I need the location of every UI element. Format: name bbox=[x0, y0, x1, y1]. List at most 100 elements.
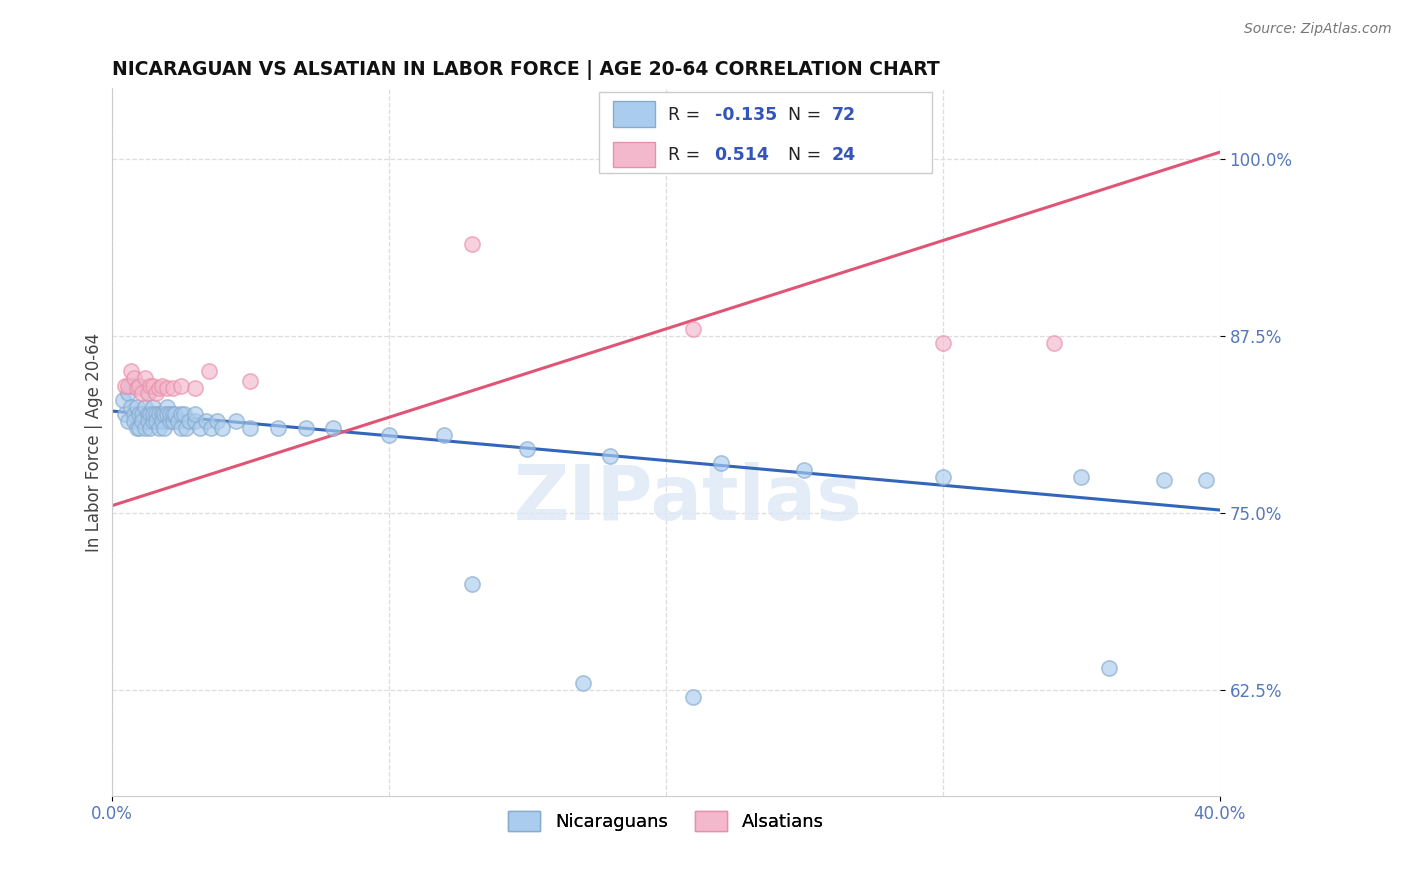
Point bbox=[128, 378, 150, 392]
Point bbox=[148, 381, 170, 395]
Point bbox=[120, 364, 142, 378]
Point bbox=[134, 400, 156, 414]
Point bbox=[156, 407, 179, 421]
Point bbox=[599, 450, 621, 464]
Point bbox=[433, 428, 456, 442]
Point bbox=[461, 237, 484, 252]
Point bbox=[125, 381, 148, 395]
Point bbox=[128, 421, 150, 435]
Point bbox=[932, 470, 955, 484]
Point bbox=[142, 400, 165, 414]
Point bbox=[150, 414, 173, 428]
Point bbox=[377, 428, 399, 442]
Point bbox=[125, 421, 148, 435]
Point bbox=[136, 414, 159, 428]
Point bbox=[239, 421, 262, 435]
Point bbox=[150, 407, 173, 421]
Point bbox=[139, 421, 162, 435]
Point bbox=[122, 371, 145, 385]
Point bbox=[148, 407, 170, 421]
Text: NICARAGUAN VS ALSATIAN IN LABOR FORCE | AGE 20-64 CORRELATION CHART: NICARAGUAN VS ALSATIAN IN LABOR FORCE | … bbox=[111, 60, 939, 79]
Point bbox=[114, 407, 136, 421]
FancyBboxPatch shape bbox=[613, 101, 655, 127]
Legend: Nicaraguans, Alsatians: Nicaraguans, Alsatians bbox=[502, 805, 830, 836]
Point bbox=[682, 690, 704, 704]
Point bbox=[1098, 661, 1121, 675]
Point bbox=[461, 576, 484, 591]
Point bbox=[156, 400, 179, 414]
Point bbox=[122, 407, 145, 421]
Point bbox=[156, 381, 179, 395]
Point bbox=[128, 378, 150, 392]
Point bbox=[148, 421, 170, 435]
Point bbox=[134, 371, 156, 385]
Point bbox=[710, 456, 733, 470]
Text: -0.135: -0.135 bbox=[714, 105, 776, 123]
Point bbox=[1042, 336, 1064, 351]
Point bbox=[165, 407, 187, 421]
Point bbox=[1195, 473, 1218, 487]
Point bbox=[145, 407, 167, 421]
Point bbox=[139, 378, 162, 392]
Point bbox=[200, 421, 222, 435]
Point bbox=[571, 675, 593, 690]
Point bbox=[184, 414, 207, 428]
Text: N =: N = bbox=[787, 105, 827, 123]
Point bbox=[197, 364, 219, 378]
Point bbox=[793, 463, 815, 477]
Text: Source: ZipAtlas.com: Source: ZipAtlas.com bbox=[1244, 22, 1392, 37]
Text: R =: R = bbox=[668, 146, 706, 164]
Point bbox=[294, 421, 316, 435]
Point bbox=[131, 385, 153, 400]
Point bbox=[162, 407, 184, 421]
Point bbox=[184, 381, 207, 395]
Point bbox=[117, 378, 139, 392]
Point bbox=[136, 385, 159, 400]
Point bbox=[150, 378, 173, 392]
Point bbox=[120, 400, 142, 414]
Point bbox=[153, 407, 176, 421]
Point bbox=[170, 421, 193, 435]
Point bbox=[142, 378, 165, 392]
Point bbox=[932, 336, 955, 351]
Text: N =: N = bbox=[787, 146, 827, 164]
Point bbox=[176, 421, 198, 435]
Point bbox=[225, 414, 247, 428]
Point bbox=[120, 378, 142, 392]
Point bbox=[111, 392, 134, 407]
Point bbox=[145, 385, 167, 400]
Point bbox=[114, 378, 136, 392]
Point bbox=[188, 421, 211, 435]
Point bbox=[117, 414, 139, 428]
Point bbox=[167, 414, 190, 428]
Point bbox=[205, 414, 228, 428]
Point bbox=[239, 374, 262, 388]
Point bbox=[184, 407, 207, 421]
FancyBboxPatch shape bbox=[599, 92, 932, 173]
Point bbox=[125, 400, 148, 414]
Point bbox=[136, 385, 159, 400]
Point bbox=[159, 414, 181, 428]
Y-axis label: In Labor Force | Age 20-64: In Labor Force | Age 20-64 bbox=[86, 333, 103, 551]
Point bbox=[194, 414, 217, 428]
Point bbox=[136, 407, 159, 421]
Point bbox=[322, 421, 344, 435]
Point bbox=[162, 381, 184, 395]
Text: R =: R = bbox=[668, 105, 706, 123]
Point bbox=[170, 407, 193, 421]
Point bbox=[516, 442, 538, 457]
Point bbox=[1070, 470, 1092, 484]
Point bbox=[1153, 473, 1175, 487]
Text: 72: 72 bbox=[832, 105, 856, 123]
Point bbox=[267, 421, 290, 435]
Point bbox=[682, 322, 704, 336]
Point bbox=[131, 407, 153, 421]
Text: 24: 24 bbox=[832, 146, 856, 164]
Point bbox=[162, 414, 184, 428]
Point bbox=[117, 385, 139, 400]
Point bbox=[134, 421, 156, 435]
Point bbox=[179, 414, 201, 428]
Point bbox=[153, 421, 176, 435]
FancyBboxPatch shape bbox=[613, 142, 655, 167]
Point bbox=[142, 407, 165, 421]
